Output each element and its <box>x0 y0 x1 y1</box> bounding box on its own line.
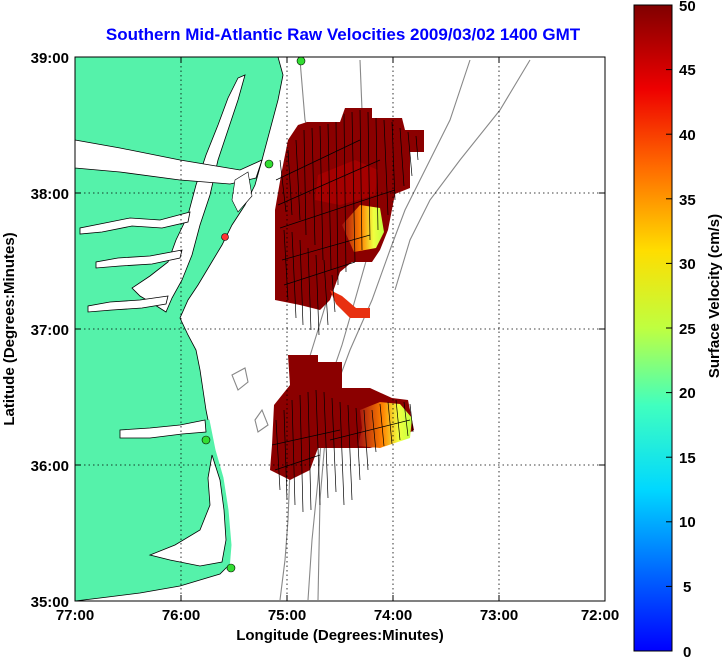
colorbar-tick-label: 35 <box>679 192 696 209</box>
velocity-field-north <box>275 108 424 318</box>
y-tick-labels: 39:00 38:00 37:00 36:00 35:00 <box>31 50 69 611</box>
delaware-bay <box>75 139 263 185</box>
outer-banks <box>206 419 232 571</box>
colorbar-tick-label: 0 <box>683 644 691 659</box>
figure-title: Southern Mid-Atlantic Raw Velocities 200… <box>106 25 581 44</box>
station-marker <box>226 563 236 573</box>
colorbar-tick-label: 20 <box>679 385 696 402</box>
y-tick-label: 37:00 <box>31 322 69 339</box>
y-tick-label: 38:00 <box>31 186 69 203</box>
colorbar-tick-label: 30 <box>679 256 696 273</box>
potomac-river <box>79 211 191 235</box>
map-tick-marks <box>75 57 605 601</box>
x-tick-label: 74:00 <box>374 607 412 624</box>
velocity-field-south <box>270 355 414 480</box>
colorbar-scale <box>633 4 673 652</box>
x-tick-label: 76:00 <box>162 607 200 624</box>
velocity-vectors <box>271 109 419 513</box>
colorbar-tick-label: 10 <box>679 514 696 531</box>
station-marker <box>221 233 229 241</box>
shelf-contour-abyssal <box>394 59 531 291</box>
y-tick-label: 39:00 <box>31 50 69 67</box>
x-tick-label: 72:00 <box>581 607 619 624</box>
delmarva-inlet <box>231 171 253 213</box>
colorbar-tick-label: 15 <box>679 450 696 467</box>
x-tick-label: 75:00 <box>268 607 306 624</box>
map-grid <box>75 57 605 601</box>
albemarle-sound <box>119 419 207 439</box>
station-marker <box>296 57 306 66</box>
pamlico-sound <box>148 454 227 567</box>
station-marker <box>201 435 211 445</box>
colorbar-label: Surface Velocity (cm/s) <box>706 214 723 378</box>
shelf-contour-deep <box>317 59 471 601</box>
y-axis-label: Latitude (Degrees:Minutes) <box>1 232 18 425</box>
x-tick-label: 73:00 <box>480 607 518 624</box>
x-tick-label: 77:00 <box>56 607 94 624</box>
colorbar-tick-label: 5 <box>683 579 691 596</box>
chesapeake-bay <box>131 74 246 313</box>
colorbar-tick-label: 25 <box>679 321 696 338</box>
y-tick-label: 36:00 <box>31 458 69 475</box>
x-tick-labels: 77:00 76:00 75:00 74:00 73:00 72:00 <box>56 607 619 624</box>
colorbar-tick-label: 45 <box>679 62 696 79</box>
colorbar: 50 45 40 35 30 25 20 15 10 5 0 Surface V… <box>633 0 723 659</box>
y-tick-label: 35:00 <box>31 594 69 611</box>
james-river <box>87 295 169 313</box>
colorbar-ticks <box>666 4 672 587</box>
colorbar-tick-label: 40 <box>679 127 696 144</box>
canyon-contour <box>231 367 269 433</box>
x-axis-label: Longitude (Degrees:Minutes) <box>236 627 444 644</box>
radar-stations <box>201 57 306 573</box>
rappahannock-river <box>95 249 183 269</box>
station-marker <box>264 159 274 169</box>
colorbar-tick-label: 50 <box>679 0 696 15</box>
